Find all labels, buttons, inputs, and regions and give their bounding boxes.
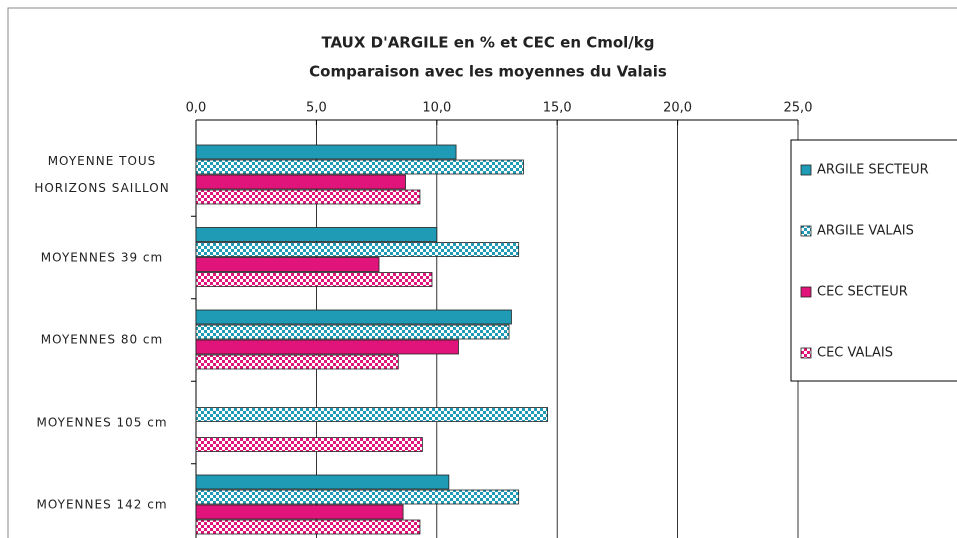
bar <box>195 324 510 340</box>
bar <box>195 519 421 535</box>
bar <box>195 504 404 520</box>
bar <box>195 242 520 257</box>
bar <box>195 309 512 325</box>
chart-frame <box>7 7 957 538</box>
bar <box>195 174 406 190</box>
legend-swatch <box>800 286 812 298</box>
y-tick-label: MOYENNES 105 cm <box>36 415 168 429</box>
bar <box>195 354 399 370</box>
legend-label: CEC VALAIS <box>817 346 893 361</box>
bar <box>195 189 421 205</box>
y-tick-label: MOYENNES 142 cm <box>36 497 168 512</box>
bar <box>195 159 524 175</box>
bar <box>195 407 548 422</box>
bar <box>195 144 457 160</box>
y-tick-label: MOYENNE TOUS HORIZONS SAILLON <box>34 154 170 195</box>
y-tick-label: MOYENNES 80 cm <box>40 332 164 347</box>
legend-swatch <box>800 225 812 237</box>
x-tick-label: 20,0 <box>663 101 692 116</box>
legend-swatch <box>800 164 812 176</box>
x-tick-label: 15,0 <box>543 101 572 116</box>
bar <box>195 257 380 272</box>
x-tick-label: 0,0 <box>186 101 207 116</box>
legend-label: ARGILE VALAIS <box>817 224 914 239</box>
bar <box>195 339 459 355</box>
x-tick-label: 10,0 <box>422 101 451 116</box>
legend-box <box>790 139 957 382</box>
x-tick-label: 25,0 <box>784 101 813 116</box>
chart-subtitle: Comparaison avec les moyennes du Valais <box>309 63 667 81</box>
x-tick-label: 5,0 <box>306 101 327 116</box>
bar <box>195 474 450 490</box>
y-tick-label: MOYENNES 39 cm <box>40 250 164 264</box>
chart-title: TAUX D'ARGILE en % et CEC en Cmol/kg <box>321 34 654 52</box>
legend-swatch <box>800 347 812 359</box>
bar <box>195 272 433 287</box>
bar <box>195 489 520 505</box>
legend-label: CEC SECTEUR <box>817 285 908 300</box>
bar <box>195 437 423 452</box>
legend-label: ARGILE SECTEUR <box>817 163 929 178</box>
bar <box>195 227 438 242</box>
